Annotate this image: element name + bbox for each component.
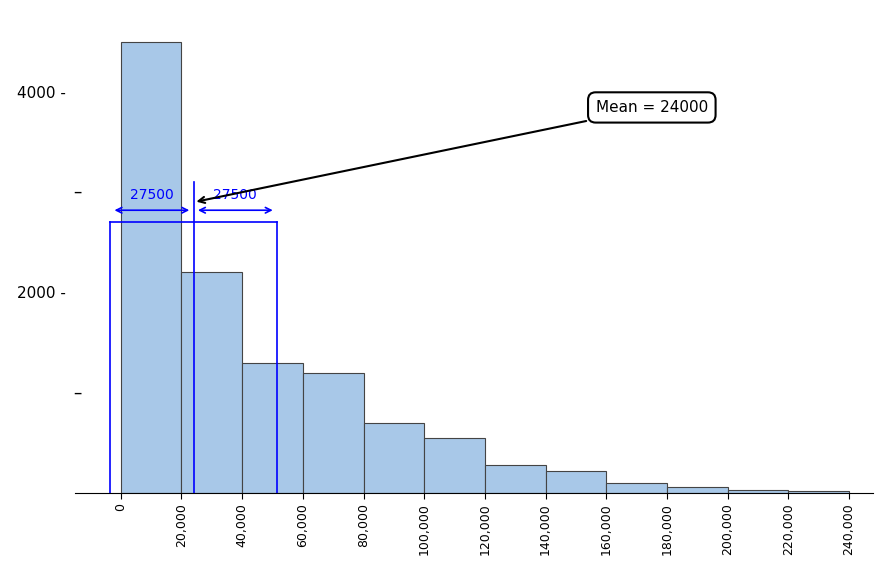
Bar — [485, 465, 546, 493]
Bar — [728, 490, 789, 493]
Bar — [606, 483, 667, 493]
Bar — [667, 487, 728, 493]
Text: Mean = 24000: Mean = 24000 — [198, 100, 708, 203]
Bar — [182, 272, 242, 493]
Bar — [425, 438, 485, 493]
Text: 27500: 27500 — [130, 188, 174, 202]
Text: –: – — [73, 183, 81, 201]
Bar — [546, 471, 606, 493]
Bar — [789, 491, 849, 493]
Text: –: – — [73, 384, 81, 402]
Bar — [242, 363, 303, 493]
Bar — [303, 373, 363, 493]
Bar — [363, 423, 425, 493]
Bar — [121, 42, 182, 493]
Text: 27500: 27500 — [214, 188, 257, 202]
